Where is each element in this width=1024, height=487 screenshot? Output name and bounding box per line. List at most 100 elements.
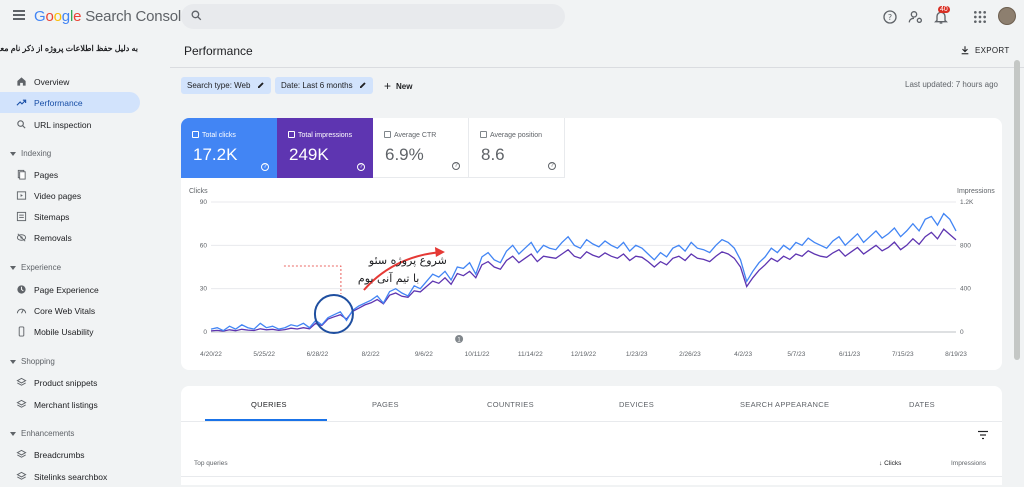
sidebar-item-product-snippets[interactable]: Product snippets	[0, 372, 140, 393]
tab-devices[interactable]: DEVICES	[619, 400, 655, 409]
total-clicks-metric[interactable]: Total clicks 17.2K ?	[181, 118, 277, 178]
sidebar-item-sitelinks-searchbox[interactable]: Sitelinks searchbox	[0, 466, 140, 487]
app-logo[interactable]: Google Search Console	[34, 8, 190, 25]
search-type-filter[interactable]: Search type: Web	[181, 77, 271, 94]
annotation-text-line2: با تیم آنی بوم	[358, 271, 419, 285]
average-position-metric[interactable]: Average position 8.6 ?	[469, 118, 565, 178]
sidebar-item-breadcrumbs[interactable]: Breadcrumbs	[0, 444, 140, 465]
notification-badge: 40	[938, 6, 950, 13]
checkbox-icon[interactable]	[288, 131, 295, 138]
y-tick-label-right: 1.2K	[960, 199, 974, 206]
impressions-series-line	[210, 228, 957, 332]
sidebar-item-removals[interactable]: Removals	[0, 227, 140, 248]
sidebar-item-label: Removals	[34, 233, 72, 243]
search-input[interactable]	[181, 4, 565, 29]
search-icon	[191, 10, 202, 21]
help-icon[interactable]: ?	[882, 9, 898, 25]
sidebar-item-url-inspection[interactable]: URL inspection	[0, 114, 140, 135]
tab-dates[interactable]: DATES	[909, 400, 935, 409]
sidebar-item-video-pages[interactable]: Video pages	[0, 185, 140, 206]
sidebar-item-merchant-listings[interactable]: Merchant listings	[0, 394, 140, 415]
column-header-clicks[interactable]: ↓ Clicks	[879, 460, 901, 467]
x-tick-label: 6/28/22	[307, 351, 329, 358]
help-icon[interactable]: ?	[357, 163, 365, 171]
chevron-down-icon	[10, 265, 16, 270]
x-tick-label: 4/2/23	[734, 351, 752, 358]
x-tick-label: 2/26/23	[679, 351, 701, 358]
tab-search-appearance[interactable]: SEARCH APPEARANCE	[740, 400, 830, 409]
sidebar-item-label: Sitelinks searchbox	[34, 472, 108, 482]
x-tick-label: 6/11/23	[839, 351, 861, 358]
help-icon[interactable]: ?	[548, 162, 556, 170]
divider	[170, 67, 1024, 68]
filter-icon[interactable]	[977, 430, 989, 440]
y-tick-label-right: 0	[960, 329, 964, 336]
metric-label: Average CTR	[394, 132, 437, 139]
apps-icon[interactable]	[972, 9, 988, 25]
layers-icon	[16, 471, 27, 480]
y-tick-label-right: 400	[960, 286, 971, 293]
page-experience-icon	[17, 285, 26, 294]
column-header-impressions[interactable]: Impressions	[951, 460, 987, 467]
arrow-down-icon: ↓	[879, 460, 885, 467]
highlight-circle	[313, 294, 354, 334]
removals-icon	[16, 233, 27, 242]
y-tick-label-right: 800	[960, 242, 971, 249]
section-indexing[interactable]: Indexing	[10, 149, 51, 158]
y-tick-label-left: 0	[203, 329, 207, 336]
tab-countries[interactable]: COUNTRIES	[487, 400, 534, 409]
pages-icon	[17, 169, 26, 180]
sidebar-item-label: Merchant listings	[34, 400, 98, 410]
speed-icon	[16, 308, 27, 314]
sidebar-item-performance[interactable]: Performance	[0, 92, 140, 113]
new-filter-button[interactable]: + New	[384, 79, 412, 93]
sidebar: به دلیل حفظ اطلاعات پروژه از ذکر نام معذ…	[0, 34, 170, 485]
section-shopping[interactable]: Shopping	[10, 357, 55, 366]
checkbox-icon[interactable]	[480, 131, 487, 138]
metric-label: Total clicks	[202, 132, 236, 139]
x-tick-label: 1/23/23	[626, 351, 648, 358]
sidebar-item-sitemaps[interactable]: Sitemaps	[0, 206, 140, 227]
performance-chart[interactable]: 90 60 30 0 1.2K 800 400 0 4/20/22 5/25/22 6/28/22 8…	[181, 118, 1002, 370]
date-filter[interactable]: Date: Last 6 months	[275, 77, 373, 94]
sidebar-item-label: Sitemaps	[34, 212, 70, 222]
menu-icon[interactable]	[13, 10, 25, 20]
x-tick-label: 10/11/22	[465, 351, 490, 358]
plus-icon: +	[384, 79, 392, 93]
sidebar-item-label: Mobile Usability	[34, 327, 94, 337]
x-tick-label: 12/19/22	[571, 351, 597, 358]
section-title: Experience	[21, 263, 62, 272]
checkbox-icon[interactable]	[192, 131, 199, 138]
sidebar-item-overview[interactable]: Overview	[0, 71, 140, 92]
notifications-icon[interactable]	[933, 9, 949, 25]
sidebar-item-core-web-vitals[interactable]: Core Web Vitals	[0, 300, 140, 321]
average-ctr-metric[interactable]: Average CTR 6.9% ?	[373, 118, 469, 178]
help-icon[interactable]: ?	[261, 163, 269, 171]
section-enhancements[interactable]: Enhancements	[10, 429, 74, 438]
sidebar-item-pages[interactable]: Pages	[0, 164, 140, 185]
search-icon	[17, 120, 26, 129]
tab-queries[interactable]: QUERIES	[251, 400, 287, 409]
section-experience[interactable]: Experience	[10, 263, 61, 272]
checkbox-icon[interactable]	[384, 131, 391, 138]
divider	[181, 476, 1002, 477]
scrollbar[interactable]	[1014, 60, 1020, 360]
manage-users-icon[interactable]	[908, 9, 924, 25]
filter-label: Date: Last 6 months	[281, 81, 353, 90]
annotation-marker	[455, 335, 464, 343]
new-label: New	[396, 82, 413, 91]
chevron-down-icon	[10, 431, 16, 436]
y-tick-label-left: 90	[200, 199, 208, 206]
avatar[interactable]	[998, 7, 1016, 25]
trending-up-icon	[16, 99, 27, 106]
tab-pages[interactable]: PAGES	[372, 400, 399, 409]
help-icon[interactable]: ?	[452, 162, 460, 170]
sidebar-item-page-experience[interactable]: Page Experience	[0, 279, 140, 300]
total-impressions-metric[interactable]: Total impressions 249K ?	[277, 118, 373, 178]
sidebar-item-mobile-usability[interactable]: Mobile Usability	[0, 321, 140, 342]
chevron-down-icon	[10, 359, 16, 364]
export-button[interactable]: EXPORT	[960, 45, 1010, 55]
x-tick-label: 9/6/22	[415, 351, 433, 358]
y-tick-label-left: 30	[200, 286, 208, 293]
filter-label: Search type: Web	[187, 81, 251, 90]
